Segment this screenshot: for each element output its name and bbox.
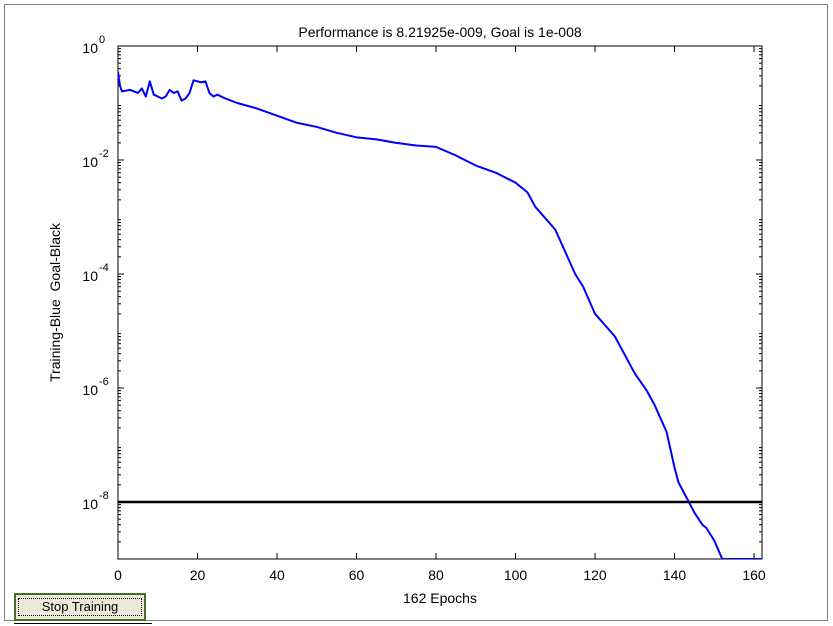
plot-area xyxy=(117,45,763,560)
divider-line xyxy=(14,623,152,624)
x-tick-label: 20 xyxy=(190,567,206,583)
y-tick-label: 10 xyxy=(82,40,98,56)
x-tick-label: 140 xyxy=(663,567,687,583)
y-tick-label: 10 xyxy=(82,382,98,398)
x-axis-label: 162 Epochs xyxy=(403,590,477,606)
y-tick-label: 10 xyxy=(82,154,98,170)
x-tick-label: 40 xyxy=(269,567,285,583)
y-tick-exponent: -4 xyxy=(99,262,109,274)
x-tick-label: 120 xyxy=(583,567,607,583)
y-axis-label: Training-Blue Goal-Black xyxy=(47,222,63,382)
y-tick-exponent: -8 xyxy=(99,490,109,502)
y-tick-label: 10 xyxy=(82,268,98,284)
series-line-training xyxy=(118,71,762,559)
x-tick-label: 60 xyxy=(349,567,365,583)
y-tick-label: 10 xyxy=(82,496,98,512)
x-tick-label: 100 xyxy=(504,567,528,583)
y-tick-exponent: 0 xyxy=(99,34,105,46)
chart-title: Performance is 8.21925e-009, Goal is 1e-… xyxy=(298,24,581,40)
x-tick-label: 0 xyxy=(114,567,122,583)
y-tick-exponent: -6 xyxy=(99,376,109,388)
x-tick-label: 80 xyxy=(428,567,444,583)
stop-training-label: Stop Training xyxy=(18,598,142,616)
x-tick-label: 160 xyxy=(742,567,766,583)
stop-training-button[interactable]: Stop Training xyxy=(14,593,146,621)
y-tick-exponent: -2 xyxy=(99,148,109,160)
